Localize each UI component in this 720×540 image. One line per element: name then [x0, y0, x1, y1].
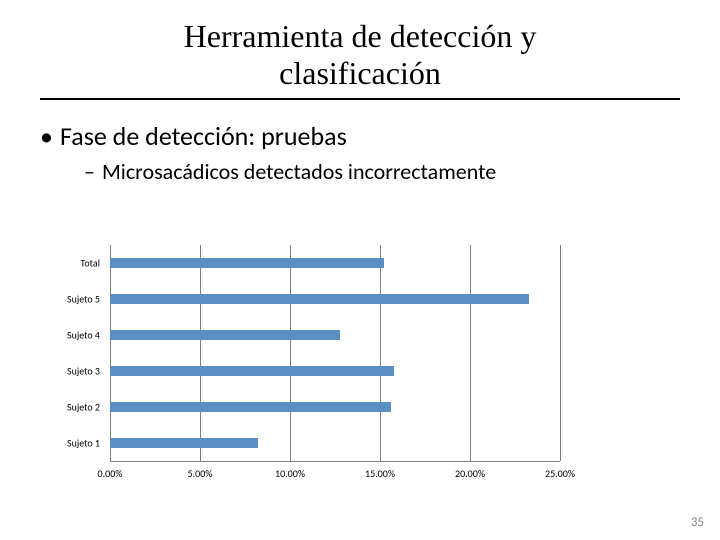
- chart-plot-area: TotalSujeto 5Sujeto 4Sujeto 3Sujeto 2Suj…: [110, 245, 560, 461]
- title-line-2: clasificación: [279, 55, 441, 91]
- chart-row: Sujeto 2: [110, 389, 560, 425]
- chart-category-label: Total: [40, 257, 100, 270]
- chart-bar: [110, 366, 394, 376]
- chart-x-tick-label: 15.00%: [365, 467, 395, 480]
- chart-bar: [110, 330, 340, 340]
- bullet-1-text: Fase de detección: pruebas: [60, 120, 347, 152]
- page-number: 35: [691, 515, 704, 530]
- chart-baseline: [110, 461, 560, 462]
- chart-x-tick-label: 25.00%: [545, 467, 575, 480]
- chart-category-label: Sujeto 5: [40, 293, 100, 306]
- chart-row: Total: [110, 245, 560, 281]
- chart-x-tick-label: 0.00%: [98, 467, 123, 480]
- chart-bar: [110, 438, 258, 448]
- bullet-dot-icon: •: [40, 120, 60, 152]
- bullet-level-2: –Microsacádicos detectados incorrectamen…: [84, 158, 680, 185]
- chart-x-axis: 0.00%5.00%10.00%15.00%20.00%25.00%: [110, 463, 560, 483]
- chart-row: Sujeto 4: [110, 317, 560, 353]
- chart-bar: [110, 258, 384, 268]
- chart-category-label: Sujeto 1: [40, 437, 100, 450]
- bullet-list: •Fase de detección: pruebas –Microsacádi…: [40, 120, 680, 185]
- chart-bar: [110, 402, 391, 412]
- chart-x-tick-label: 5.00%: [188, 467, 213, 480]
- chart-row: Sujeto 1: [110, 425, 560, 461]
- chart-row: Sujeto 5: [110, 281, 560, 317]
- title-underline: [40, 98, 680, 100]
- chart-x-tick-label: 20.00%: [455, 467, 485, 480]
- slide: Herramienta de detección y clasificación…: [0, 0, 720, 540]
- bullet-2-text: Microsacádicos detectados incorrectament…: [102, 158, 496, 185]
- slide-title: Herramienta de detección y clasificación: [0, 0, 720, 92]
- chart-bar: [110, 294, 529, 304]
- chart-row: Sujeto 3: [110, 353, 560, 389]
- chart-category-label: Sujeto 3: [40, 365, 100, 378]
- chart-category-label: Sujeto 2: [40, 401, 100, 414]
- chart: TotalSujeto 5Sujeto 4Sujeto 3Sujeto 2Suj…: [110, 245, 630, 483]
- bullet-dash-icon: –: [84, 158, 102, 185]
- chart-gridline: [560, 245, 561, 461]
- chart-x-tick-label: 10.00%: [275, 467, 305, 480]
- title-line-1: Herramienta de detección y: [184, 18, 537, 54]
- bullet-level-1: •Fase de detección: pruebas: [40, 120, 680, 152]
- chart-category-label: Sujeto 4: [40, 329, 100, 342]
